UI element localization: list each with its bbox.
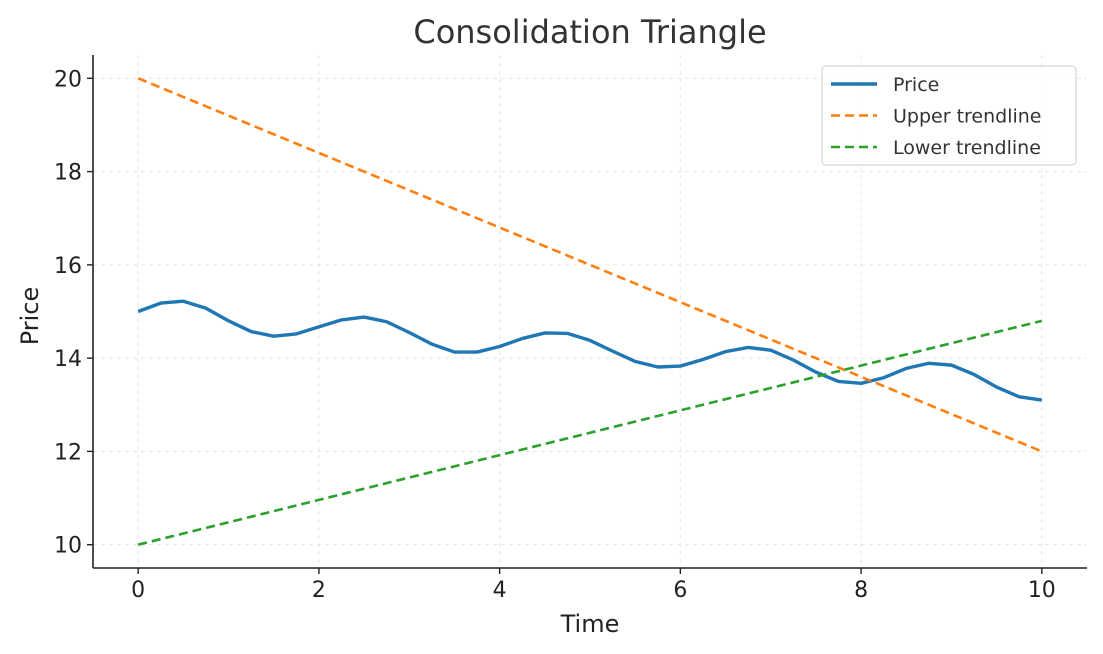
series-line-price — [137, 299, 1043, 402]
y-tick-label-10: 10 — [54, 534, 82, 559]
x-tick-label-8: 8 — [854, 578, 868, 603]
y-axis-label: Price — [16, 287, 44, 346]
y-tick-label-18: 18 — [54, 161, 82, 186]
chart-title: Consolidation Triangle — [413, 13, 766, 51]
legend-label-lower-trendline: Lower trendline — [893, 137, 1041, 159]
y-tick-label-20: 20 — [54, 67, 82, 92]
series-line-lower-trendline — [137, 319, 1043, 546]
ticks-layer: 0 2 4 6 8 10 10 12 14 16 18 20 — [54, 67, 1056, 603]
legend: Price Upper trendline Lower trendline — [821, 65, 1077, 166]
series-layer — [137, 77, 1043, 546]
x-tick-label-10: 10 — [1028, 578, 1056, 603]
y-tick-label-16: 16 — [54, 254, 82, 279]
x-tick-label-4: 4 — [493, 578, 507, 603]
y-tick-label-14: 14 — [54, 347, 82, 372]
x-tick-label-2: 2 — [312, 578, 326, 603]
x-axis-label: Time — [560, 610, 620, 638]
legend-frame — [821, 65, 1077, 166]
y-tick-label-12: 12 — [54, 440, 82, 465]
legend-label-upper-trendline: Upper trendline — [893, 106, 1042, 128]
series-line-upper-trendline — [137, 77, 1043, 453]
x-tick-label-6: 6 — [673, 578, 687, 603]
axes-layer — [92, 55, 1087, 569]
grid-layer — [93, 55, 1087, 568]
x-tick-label-0: 0 — [131, 578, 145, 603]
legend-label-price: Price — [893, 74, 939, 96]
